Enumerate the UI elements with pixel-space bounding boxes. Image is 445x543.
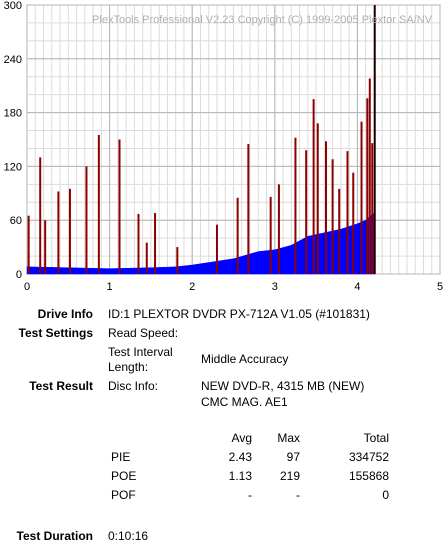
test-settings-label: Test Settings (18, 326, 93, 340)
pie-series-area (26, 212, 375, 275)
x-tick-label: 0 (24, 281, 30, 293)
stats-row-total: 334752 (348, 450, 389, 464)
x-tick-label: 3 (272, 281, 278, 293)
plot-series (26, 5, 376, 275)
test-duration-value: 0:10:16 (108, 529, 149, 543)
test-interval-label-line1: Test Interval (108, 345, 173, 359)
x-tick-label: 5 (437, 281, 443, 293)
stats-row-avg: - (248, 488, 252, 502)
disc-info-value-line1: NEW DVD-R, 4315 MB (NEW) (201, 379, 365, 393)
disc-info-label: Disc Info: (108, 379, 159, 393)
stats-row-max: 97 (286, 450, 300, 464)
drive-info-label: Drive Info (37, 307, 93, 321)
stats-header-total: Total (363, 431, 389, 445)
x-tick-label: 1 (107, 281, 113, 293)
stats-row-name: POF (111, 488, 136, 502)
disc-info-value-line2: CMC MAG. AE1 (201, 395, 288, 409)
stats-row-max: 219 (279, 469, 300, 483)
axes-labels: 0 1 2 3 4 5 0 60 120 180 240 300 (4, 0, 443, 293)
test-result-label: Test Result (29, 379, 93, 393)
read-speed-label: Read Speed: (108, 326, 179, 340)
stats-row-avg: 1.13 (228, 469, 252, 483)
y-tick-label: 180 (4, 108, 22, 120)
stats-row-name: POE (111, 469, 137, 483)
stats-row-total: 155868 (348, 469, 389, 483)
test-interval-value: Middle Accuracy (201, 352, 289, 366)
y-tick-label: 120 (4, 161, 22, 173)
y-tick-label: 60 (10, 215, 22, 227)
stats-row-avg: 2.43 (228, 450, 252, 464)
stats-row-total: 0 (382, 488, 389, 502)
y-tick-label: 0 (16, 269, 22, 281)
test-interval-label-line2: Length: (108, 360, 149, 374)
error-rate-chart: 0 1 2 3 4 5 0 60 120 180 240 300 PlexTools Professi… (4, 0, 443, 293)
grid-lines (26, 4, 441, 275)
stats-row-name: PIE (111, 450, 131, 464)
drive-info-value: ID:1 PLEXTOR DVDR PX-712A V1.05 (#101831… (108, 307, 370, 321)
x-tick-label: 2 (189, 281, 195, 293)
x-tick-label: 4 (354, 281, 360, 293)
y-tick-label: 300 (4, 0, 22, 12)
y-tick-label: 240 (4, 54, 22, 66)
stats-row-max: - (296, 488, 300, 502)
stats-header-avg: Avg (231, 431, 252, 445)
stats-header-max: Max (277, 431, 300, 445)
watermark-text: PlexTools Professional V2.23 Copyright (… (92, 14, 433, 26)
test-duration-label: Test Duration (16, 529, 93, 543)
